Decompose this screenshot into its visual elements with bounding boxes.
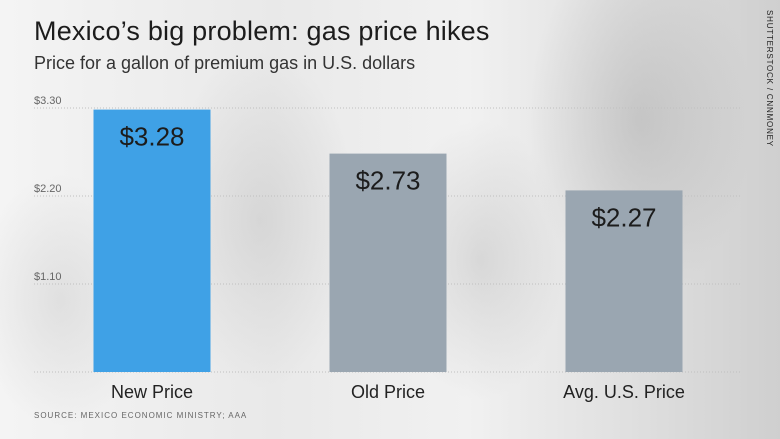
bar [565,190,683,372]
photo-credit: SHUTTERSTOCK / CNNMONEY [765,10,774,147]
bar [93,109,211,372]
bar-value-label: $2.27 [591,202,656,232]
bar-value-label: $2.73 [355,166,420,196]
bar [329,153,447,372]
chart-title: Mexico’s big problem: gas price hikes [34,16,490,46]
source-note: SOURCE: MEXICO ECONOMIC MINISTRY; AAA [34,411,248,420]
x-category-label: Avg. U.S. Price [563,382,685,402]
x-category-label: New Price [111,382,193,402]
y-tick-label: $3.30 [34,95,62,107]
chart-subtitle: Price for a gallon of premium gas in U.S… [34,53,416,73]
bar-value-label: $3.28 [119,122,184,152]
y-tick-label: $1.10 [34,271,62,283]
x-category-label: Old Price [351,382,425,402]
y-tick-label: $2.20 [34,183,62,195]
